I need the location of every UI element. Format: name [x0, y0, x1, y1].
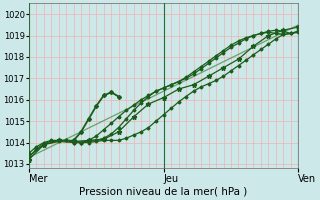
X-axis label: Pression niveau de la mer( hPa ): Pression niveau de la mer( hPa ) — [79, 187, 248, 197]
